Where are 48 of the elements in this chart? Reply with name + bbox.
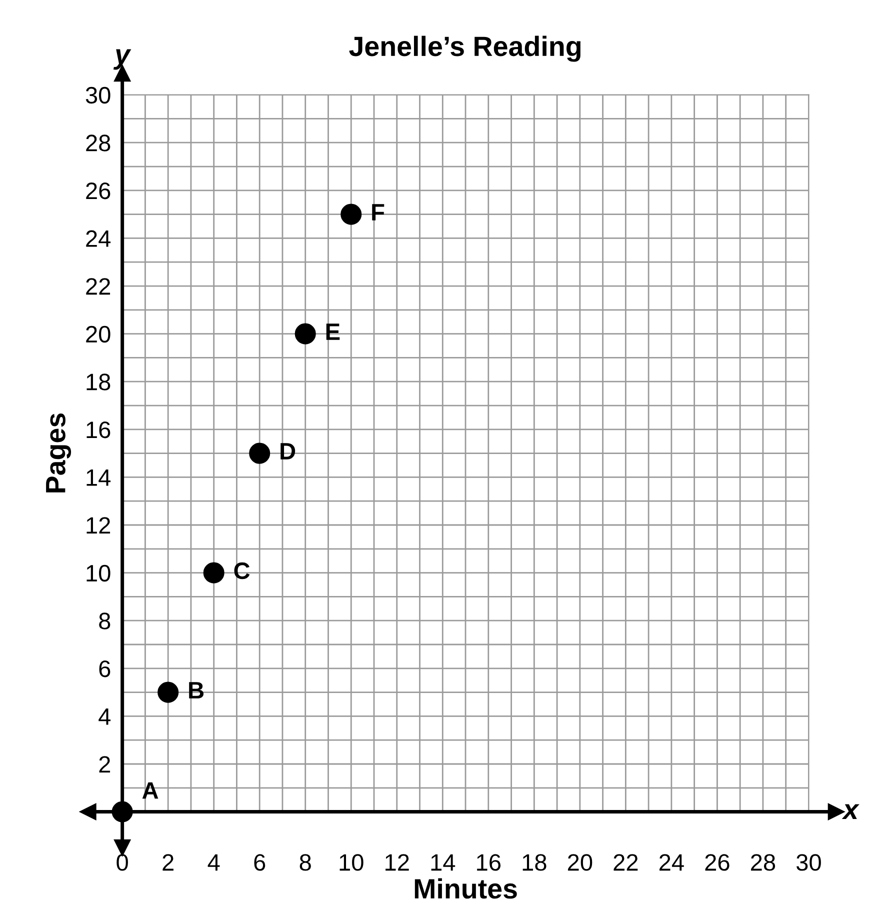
x-tick-label: 14 (431, 854, 456, 871)
x-tick-label: 8 (300, 854, 311, 871)
annotation: F (372, 204, 384, 220)
y-tick-label: 28 (86, 134, 110, 152)
x-tick-label: 6 (254, 854, 266, 871)
point (340, 204, 362, 225)
point (112, 801, 133, 822)
y-tick-label: 24 (86, 230, 111, 247)
x-tick-label: 26 (705, 854, 730, 871)
annotation: A (142, 782, 158, 799)
text: x (842, 804, 860, 819)
x-tick-label: 30 (796, 854, 821, 871)
y-tick-label: 14 (86, 470, 111, 486)
x-tick-label: 2 (162, 854, 174, 871)
y-tick-label: 10 (86, 564, 110, 582)
y-tick-label: 16 (86, 421, 110, 438)
x-tick-label: 10 (340, 854, 364, 871)
x-tick-label: 22 (614, 854, 638, 871)
x-tick-label: 28 (751, 854, 776, 871)
y-tick-label: 12 (86, 517, 110, 534)
point (203, 562, 224, 584)
x-tick-label: 24 (660, 854, 684, 871)
y-tick-label: 30 (86, 86, 110, 104)
x-tick-label: 18 (522, 854, 546, 871)
y-tick-label: 20 (86, 326, 110, 343)
y-axis-title: Pages (46, 414, 72, 492)
point (158, 682, 179, 703)
y-tick-label: 22 (86, 278, 110, 295)
x-tick-label: 0 (116, 854, 128, 871)
y-tick-label: 18 (86, 374, 110, 390)
x-tick-label: 4 (208, 854, 220, 871)
x-axis-title: Minutes (414, 878, 517, 899)
y-tick-label: 8 (99, 612, 110, 630)
y-tick-label: 6 (99, 660, 110, 678)
y-tick-label: 4 (98, 708, 111, 725)
y-tick-label: 2 (99, 756, 110, 773)
chart-title: Jenelle’s Reading (349, 36, 580, 62)
x-tick-label: 16 (477, 854, 500, 871)
y-tick-label: 26 (86, 182, 110, 200)
text: y (113, 49, 132, 70)
x-tick-label: 20 (568, 854, 592, 871)
annotation: E (326, 324, 340, 340)
annotation: C (234, 562, 250, 580)
point (249, 442, 270, 464)
point (294, 323, 316, 344)
annotation: D (280, 443, 296, 460)
x-tick-label: 12 (386, 854, 409, 871)
annotation: B (189, 682, 204, 698)
